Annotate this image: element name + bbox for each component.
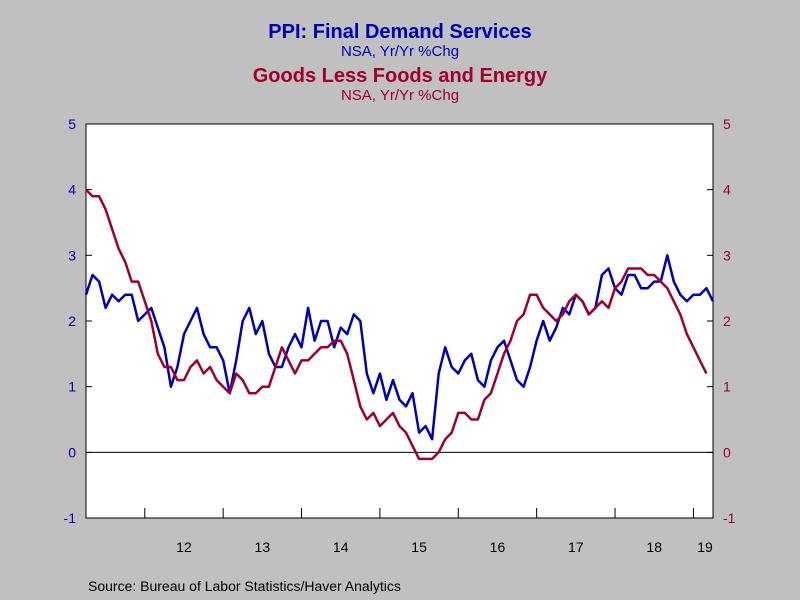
y-tick-label-right: 5 [723, 116, 731, 132]
series-line-services [84, 254, 715, 441]
y-tick-label-right: 2 [723, 313, 731, 329]
y-tick-label-right: -1 [723, 510, 736, 526]
y-tick-label-left: 0 [68, 444, 76, 460]
x-tick-label: 12 [176, 539, 192, 555]
series-line-goods [85, 188, 708, 461]
x-tick-label: 15 [411, 539, 427, 555]
chart-title-2: Goods Less Foods and Energy [252, 65, 548, 87]
chart-subtitle-1: NSA, Yr/Yr %Chg [340, 43, 460, 60]
x-tick-label: 18 [646, 539, 662, 555]
plot-area [85, 123, 714, 519]
y-tick-label-right: 0 [723, 444, 731, 460]
y-tick-label-right: 4 [723, 182, 731, 198]
x-tick-label: 17 [568, 539, 584, 555]
y-tick-label-left: 5 [68, 116, 76, 132]
y-tick-label-right: 3 [723, 247, 731, 263]
chart-subtitle-2: NSA, Yr/Yr %Chg [340, 87, 460, 104]
x-tick-label: 13 [255, 539, 271, 555]
y-tick-label-right: 1 [723, 379, 731, 395]
chart-title-1: PPI: Final Demand Services [268, 21, 532, 43]
y-tick-label-left: 3 [68, 247, 76, 263]
y-tick-label-left: 4 [68, 182, 76, 198]
y-tick-label-left: -1 [64, 510, 77, 526]
y-tick-label-left: 1 [68, 379, 76, 395]
x-tick-label: 14 [333, 539, 349, 555]
x-tick-label: 19 [697, 539, 713, 555]
x-tick-label: 16 [490, 539, 506, 555]
y-tick-label-left: 2 [68, 313, 76, 329]
source-note: Source: Bureau of Labor Statistics/Haver… [88, 578, 401, 594]
